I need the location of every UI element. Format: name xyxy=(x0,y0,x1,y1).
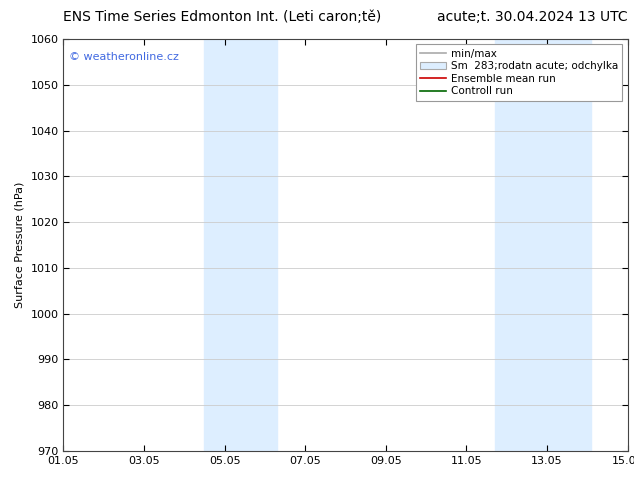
Bar xyxy=(495,39,592,451)
Y-axis label: Surface Pressure (hPa): Surface Pressure (hPa) xyxy=(15,182,25,308)
Text: © weatheronline.cz: © weatheronline.cz xyxy=(69,51,179,62)
Legend: min/max, Sm  283;rodatn acute; odchylka, Ensemble mean run, Controll run: min/max, Sm 283;rodatn acute; odchylka, … xyxy=(416,45,623,100)
Text: ENS Time Series Edmonton Int. (Leti caron;tě): ENS Time Series Edmonton Int. (Leti caro… xyxy=(63,10,382,24)
Text: acute;t. 30.04.2024 13 UTC: acute;t. 30.04.2024 13 UTC xyxy=(437,10,628,24)
Bar xyxy=(204,39,277,451)
